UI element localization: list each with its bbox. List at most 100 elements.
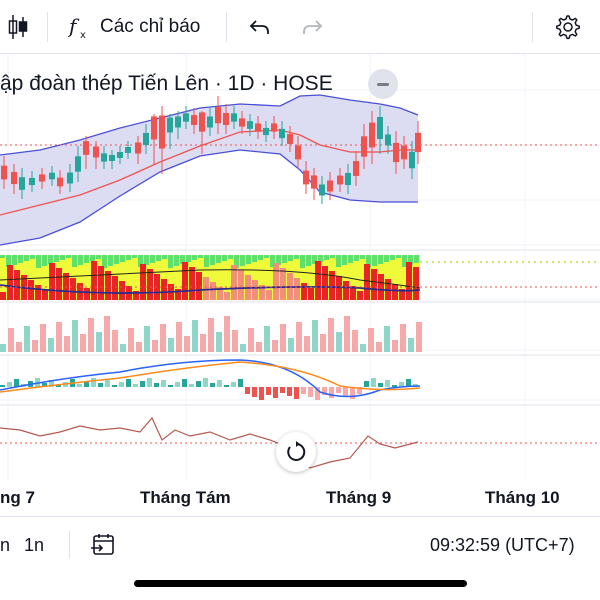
- volume-bar: [272, 340, 278, 352]
- indicator-green-bar: [282, 255, 287, 263]
- undo-icon: [249, 20, 269, 34]
- volume-bar: [400, 324, 406, 352]
- candle-body: [29, 177, 35, 186]
- chart-type-button[interactable]: [0, 0, 36, 54]
- indicator-green-bar: [402, 255, 407, 267]
- indicator-green-bar: [354, 255, 359, 261]
- indicator-red-bar: [259, 285, 265, 300]
- candle-body: [135, 142, 141, 154]
- indicator-red-bar: [252, 280, 258, 300]
- indicator-green-bar: [78, 255, 83, 265]
- macd-histogram-bar: [98, 383, 103, 387]
- indicator-green-bar: [96, 255, 101, 259]
- indicator-red-bar: [133, 291, 139, 300]
- indicator-green-bar: [144, 255, 149, 265]
- price-chart[interactable]: [0, 54, 600, 516]
- macd-histogram-bar: [210, 383, 215, 387]
- volume-bar: [104, 316, 110, 352]
- candle-body: [167, 117, 173, 133]
- goto-date-button[interactable]: [90, 517, 116, 573]
- indicator-green-bar: [306, 255, 311, 266]
- volume-bar: [112, 330, 118, 352]
- volume-bar: [288, 338, 294, 352]
- clock-time[interactable]: 09:32:59 (UTC+7): [430, 534, 575, 555]
- collapse-legend-button[interactable]: [368, 69, 398, 99]
- month-label: Tháng Tám: [140, 488, 231, 507]
- volume-bar: [88, 318, 94, 352]
- interval-option[interactable]: n: [0, 534, 11, 555]
- minus-icon: [377, 82, 389, 86]
- candle-body: [207, 116, 213, 128]
- macd-histogram-bar: [42, 383, 47, 387]
- indicator-green-bar: [336, 255, 341, 267]
- volume-bar: [184, 336, 190, 352]
- indicator-green-bar: [30, 255, 35, 259]
- candle-body: [271, 123, 277, 132]
- candle-body: [263, 127, 269, 136]
- candle-body: [415, 132, 421, 153]
- volume-bar: [24, 326, 30, 352]
- volume-bar: [376, 342, 382, 352]
- volume-bar: [408, 338, 414, 352]
- candle-body: [75, 156, 81, 172]
- macd-histogram-bar: [392, 385, 397, 387]
- indicators-button[interactable]: f x Các chỉ báo: [68, 0, 218, 54]
- candle-body: [109, 154, 115, 162]
- toolbar-divider: [532, 12, 533, 42]
- indicator-green-bar: [120, 255, 125, 262]
- indicator-red-bar: [196, 272, 202, 300]
- macd-histogram-bar: [133, 384, 138, 387]
- undo-button[interactable]: [244, 0, 274, 54]
- reset-icon: [287, 441, 306, 461]
- candle-body: [19, 177, 25, 190]
- candle-body: [93, 146, 99, 158]
- redo-button[interactable]: [298, 0, 328, 54]
- indicator-green-bar: [204, 255, 209, 267]
- volume-bar: [416, 322, 422, 352]
- volume-bar: [208, 318, 214, 352]
- candle-body: [303, 170, 309, 185]
- volume-bar: [176, 322, 182, 352]
- candle-body: [279, 128, 285, 139]
- indicator-red-bar: [280, 268, 286, 300]
- indicator-green-bar: [288, 255, 293, 261]
- indicator-red-bar: [42, 290, 48, 300]
- indicator-red-bar: [98, 266, 104, 300]
- candle-body: [159, 115, 165, 149]
- volume-bar: [192, 320, 198, 352]
- indicator-green-bar: [42, 255, 47, 266]
- macd-histogram-bar: [217, 380, 222, 387]
- candle-body: [125, 147, 131, 153]
- volume-bar: [128, 328, 134, 352]
- indicator-green-bar: [114, 255, 119, 264]
- macd-histogram-bar: [56, 385, 61, 387]
- time-axis: ng 7 Tháng Tám Tháng 9 Tháng 10: [0, 480, 600, 516]
- macd-histogram-bar: [203, 378, 208, 387]
- indicator-green-bar: [396, 255, 401, 258]
- volume-bar: [160, 324, 166, 352]
- indicator-red-bar: [175, 289, 181, 300]
- candle-body: [49, 172, 55, 180]
- chart-area[interactable]: [0, 54, 600, 516]
- candle-body: [143, 132, 149, 146]
- volume-bar: [48, 338, 54, 352]
- candle-body: [393, 142, 399, 163]
- indicator-green-bar: [276, 255, 281, 265]
- indicator-red-bar: [371, 269, 377, 300]
- indicator-green-bar: [156, 255, 161, 261]
- macd-histogram-bar: [14, 379, 19, 387]
- indicator-green-bar: [24, 255, 29, 261]
- candle-body: [385, 134, 391, 146]
- indicator-red-bar: [161, 279, 167, 300]
- indicator-green-bar: [138, 255, 143, 267]
- reset-chart-button[interactable]: [276, 432, 316, 472]
- interval-option[interactable]: 1n: [24, 534, 45, 555]
- bollinger-lower: [0, 149, 418, 246]
- indicator-green-bar: [198, 255, 203, 258]
- settings-button[interactable]: [550, 0, 584, 54]
- month-label: ng 7: [0, 488, 35, 507]
- indicator-red-bar: [147, 269, 153, 300]
- macd-histogram-bar: [224, 385, 229, 387]
- svg-text:f: f: [68, 14, 80, 38]
- macd-histogram-bar: [308, 387, 313, 397]
